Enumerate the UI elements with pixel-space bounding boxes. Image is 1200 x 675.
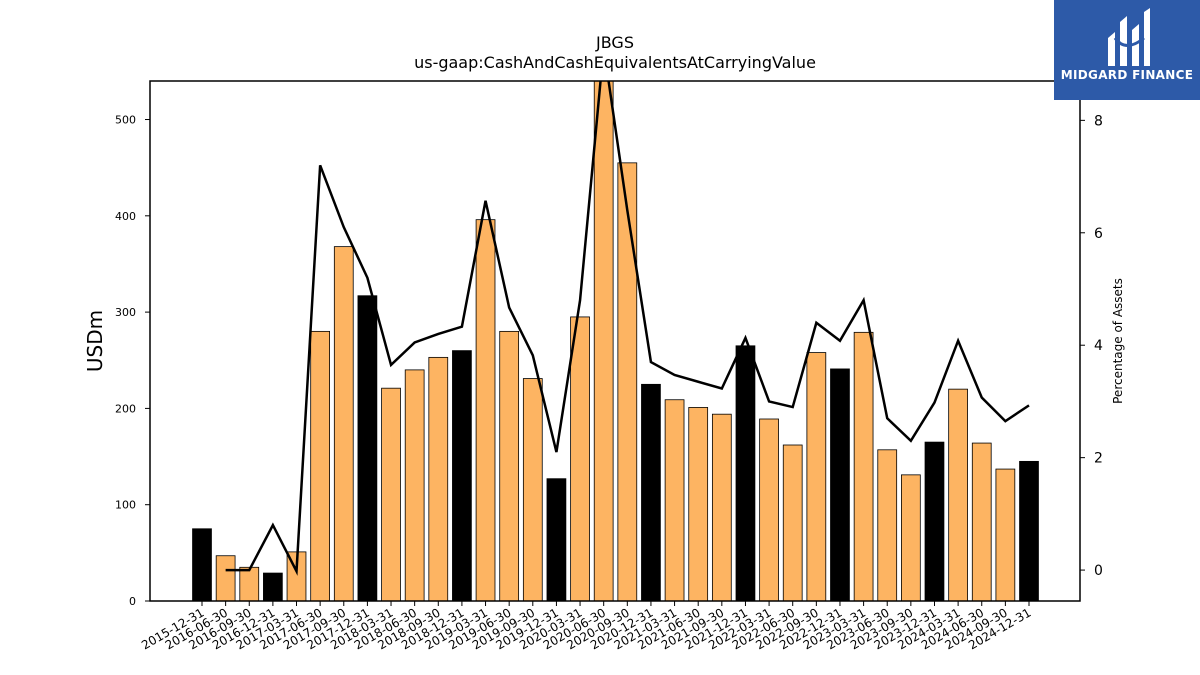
y-axis-label-right: Percentage of Assets bbox=[1111, 278, 1125, 404]
bar-2018-09-30 bbox=[428, 356, 449, 601]
bar-2023-03-31 bbox=[853, 331, 874, 601]
y-tick-label-right: 8 bbox=[1094, 113, 1103, 129]
bar-2016-06-30 bbox=[215, 555, 236, 601]
y-tick-label-right: 4 bbox=[1094, 338, 1103, 354]
bar-2022-12-31 bbox=[830, 368, 850, 601]
chart-subtitle: us-gaap:CashAndCashEquivalentsAtCarrying… bbox=[414, 53, 816, 72]
bar-2019-06-30 bbox=[499, 330, 520, 601]
bar-2016-12-31 bbox=[263, 572, 283, 601]
bar-2023-12-31 bbox=[924, 441, 945, 601]
y-tick-label-left: 0 bbox=[129, 595, 136, 608]
bar-2018-03-31 bbox=[381, 387, 401, 601]
percentage-line bbox=[225, 81, 1030, 576]
bar-2019-03-31 bbox=[475, 219, 496, 601]
bar-2024-06-30 bbox=[971, 442, 992, 601]
bar-2020-03-31 bbox=[570, 316, 590, 601]
bar-2020-06-30 bbox=[593, 81, 614, 601]
chart-title: JBGS bbox=[595, 33, 634, 52]
y-tick-label-left: 400 bbox=[115, 210, 136, 223]
bar-2024-09-30 bbox=[995, 468, 1016, 601]
axes: 0100200300400500024682015-12-312016-06-3… bbox=[115, 80, 1103, 652]
y-tick-label-right: 6 bbox=[1094, 226, 1103, 242]
y-axis-label-left: USDm bbox=[83, 310, 107, 372]
plot-area bbox=[192, 81, 1039, 601]
bar-2020-12-31 bbox=[641, 383, 661, 601]
y-tick-label-right: 2 bbox=[1094, 451, 1103, 467]
bar-2024-12-31 bbox=[1019, 460, 1039, 601]
bar-2022-03-31 bbox=[759, 418, 779, 601]
bar-2017-12-31 bbox=[357, 295, 378, 601]
bar-2023-09-30 bbox=[901, 474, 921, 601]
bar-2017-06-30 bbox=[310, 330, 330, 601]
logo-mark-icon bbox=[1108, 8, 1150, 66]
bar-2017-09-30 bbox=[333, 246, 354, 601]
bar-2018-12-31 bbox=[452, 350, 472, 601]
plot-content bbox=[192, 81, 1039, 601]
bar-2020-09-30 bbox=[617, 162, 638, 601]
y-tick-label-left: 500 bbox=[115, 114, 136, 127]
logo-text: MIDGARD FINANCE bbox=[1060, 68, 1194, 82]
bar-2023-06-30 bbox=[877, 449, 898, 601]
bar-2022-09-30 bbox=[806, 352, 827, 601]
bar-2021-03-31 bbox=[664, 399, 685, 601]
plot-frame bbox=[149, 80, 1081, 602]
bar-2016-09-30 bbox=[239, 566, 260, 601]
bar-2021-06-30 bbox=[688, 407, 709, 601]
y-tick-label-left: 100 bbox=[115, 499, 136, 512]
y-tick-label-left: 300 bbox=[115, 306, 136, 319]
bar-2019-09-30 bbox=[522, 378, 543, 601]
y-tick-label-left: 200 bbox=[115, 402, 136, 415]
bar-2015-12-31 bbox=[192, 528, 212, 601]
brand-logo: MIDGARD FINANCE bbox=[1054, 0, 1200, 100]
bar-2019-12-31 bbox=[546, 478, 567, 601]
bar-2021-09-30 bbox=[711, 413, 732, 601]
bar-2024-03-31 bbox=[948, 388, 968, 601]
y-tick-label-right: 0 bbox=[1094, 563, 1103, 579]
bar-2018-06-30 bbox=[404, 369, 425, 601]
bar-2021-12-31 bbox=[735, 345, 756, 601]
bar-2022-06-30 bbox=[782, 444, 803, 601]
